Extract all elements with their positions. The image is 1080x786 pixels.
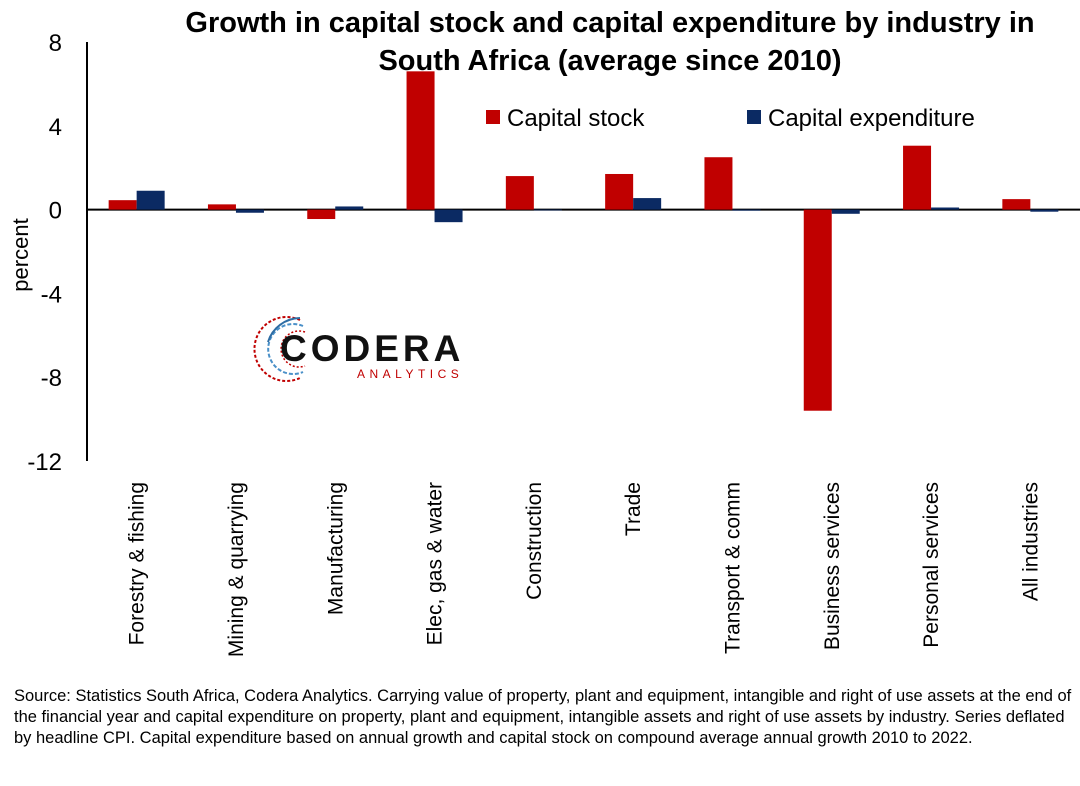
chart-bars (108, 71, 1059, 411)
y-tick-label: -12 (27, 449, 62, 476)
x-tick-label: Trade (622, 482, 645, 536)
capital-stock-bar (803, 209, 832, 411)
capital-expenditure-bar (633, 198, 662, 210)
x-tick-label: Transport & comm (721, 482, 744, 654)
y-tick-label: -8 (41, 365, 62, 392)
legend-swatch (747, 110, 761, 124)
x-tick-label: Forestry & fishing (126, 482, 149, 645)
y-tick-label: 8 (49, 30, 62, 57)
logo-circle-mark (253, 316, 306, 382)
capital-expenditure-bar (235, 209, 264, 213)
capital-expenditure-bar (335, 206, 364, 210)
capital-stock-bar (903, 145, 932, 210)
capital-stock-bar (505, 176, 534, 210)
capital-stock-bar (1002, 199, 1031, 210)
capital-stock-bar (307, 209, 336, 220)
y-axis-labels: 8 4 0 -4 -8 -12 (27, 30, 62, 476)
x-tick-label: All industries (1019, 482, 1042, 601)
capital-stock-bar (704, 157, 733, 210)
bar-chart: Forestry & fishing Mining & quarrying Manu… (8, 30, 1080, 657)
y-tick-label: 4 (49, 114, 62, 141)
capital-expenditure-bar (732, 209, 761, 211)
capital-expenditure-bar (931, 207, 960, 210)
x-tick-label: Personal services (920, 482, 943, 648)
x-tick-label: Manufacturing (324, 482, 347, 615)
chart-title: Growth in capital stock and capital expe… (185, 7, 1035, 77)
capital-stock-bar (605, 173, 634, 210)
capital-stock-bar (108, 200, 137, 210)
capital-expenditure-bar (533, 209, 562, 211)
x-axis-labels: Forestry & fishing Mining & quarrying Manu… (126, 482, 1043, 657)
y-axis-title: percent (8, 218, 33, 291)
capital-expenditure-bar (136, 190, 165, 210)
legend-swatch (486, 110, 500, 124)
capital-stock-bar (207, 204, 236, 210)
x-tick-label: Construction (523, 482, 546, 600)
source-note: Source: Statistics South Africa, Codera … (14, 687, 1072, 747)
x-tick-label: Mining & quarrying (225, 482, 248, 657)
capital-stock-bar (406, 71, 435, 210)
y-tick-label: -4 (41, 281, 62, 308)
codera-logo: CODERA ANALYTICS (253, 316, 464, 382)
y-tick-label: 0 (49, 198, 62, 225)
capital-expenditure-bar (831, 209, 860, 214)
capital-expenditure-bar (434, 209, 463, 223)
chart-legend: Capital stock Capital expenditure (486, 105, 975, 132)
legend-label: Capital expenditure (768, 105, 975, 132)
x-tick-label: Business services (821, 482, 844, 650)
legend-label: Capital stock (507, 105, 645, 132)
x-tick-label: Elec, gas & water (424, 482, 447, 645)
logo-subtitle: ANALYTICS (357, 367, 463, 381)
capital-expenditure-bar (1030, 209, 1059, 212)
logo-wordmark: CODERA (280, 328, 464, 369)
